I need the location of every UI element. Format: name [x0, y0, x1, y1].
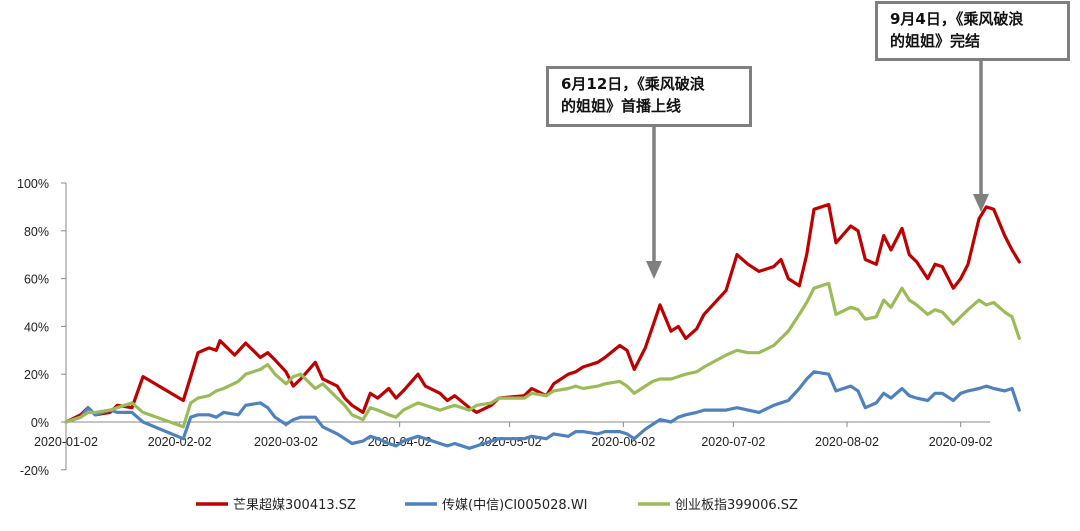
x-tick-label: 2020-08-02 [815, 435, 879, 449]
y-tick-label: 20% [24, 368, 49, 382]
annotation-arrows [646, 61, 989, 279]
y-tick-label: -20% [20, 464, 49, 478]
x-tick-label: 2020-03-02 [254, 435, 318, 449]
y-tick-label: 40% [24, 320, 49, 334]
annotation-arrow-head [646, 261, 662, 279]
annotation-text-line: 9月4日，《乘风破浪 [890, 10, 1024, 28]
x-axis-tick-labels: 2020-01-02 2020-02-02 2020-03-02 2020-04-02… [34, 435, 993, 449]
series-line-1 [64, 202, 1021, 424]
legend-label: 创业板指399006.SZ [675, 498, 798, 513]
y-tick-label: 80% [24, 225, 49, 239]
series-lines [64, 202, 1021, 450]
x-tick-label: 2020-09-02 [929, 435, 993, 449]
x-tick-label: 2020-07-02 [701, 435, 765, 449]
y-tick-label: 0% [31, 416, 49, 430]
x-tick-label: 2020-06-02 [591, 435, 655, 449]
x-tick-label: 2020-01-02 [34, 435, 98, 449]
x-tick-label: 2020-02-02 [148, 435, 212, 449]
y-tick-label: 100% [17, 177, 49, 191]
annotation-text-line: 的姐姐》首播上线 [561, 97, 682, 115]
legend-label: 传媒(中信)CI005028.WI [442, 498, 588, 513]
annotation-arrow-head [973, 194, 989, 212]
annotation-box-premiere: 6月12日，《乘风破浪 的姐姐》首播上线 [546, 66, 752, 127]
y-tick-label: 60% [24, 273, 49, 287]
series-line-2 [64, 370, 1021, 450]
legend-label: 芒果超媒300413.SZ [233, 497, 356, 513]
annotation-text-line: 6月12日，《乘风破浪 [561, 75, 705, 93]
legend: 芒果超媒300413.SZ 传媒(中信)CI005028.WI 创业板指399006… [196, 497, 798, 513]
series-line-3 [64, 281, 1021, 429]
annotation-text-line: 的姐姐》完结 [890, 32, 981, 50]
y-axis-tick-labels: 100% 80% 60% 40% 20% 0% -20% [17, 177, 49, 478]
annotation-box-finale: 9月4日，《乘风破浪 的姐姐》完结 [875, 1, 1070, 61]
